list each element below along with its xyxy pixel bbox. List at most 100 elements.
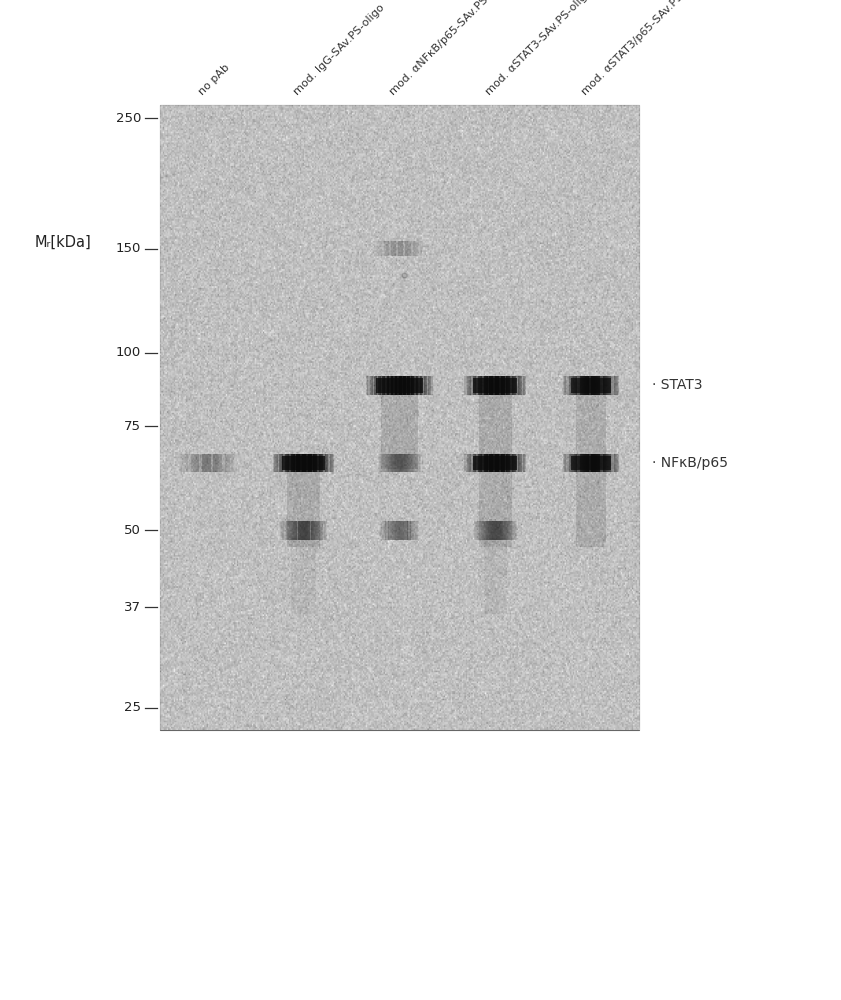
Bar xyxy=(389,241,390,256)
Bar xyxy=(514,454,516,472)
Bar xyxy=(478,376,479,395)
Bar xyxy=(512,376,514,395)
Bar xyxy=(481,521,483,540)
Bar xyxy=(587,454,590,472)
Bar xyxy=(489,521,491,540)
Bar xyxy=(288,521,289,540)
Bar xyxy=(283,521,285,540)
Bar xyxy=(514,521,516,540)
Bar xyxy=(501,521,503,540)
Text: 25: 25 xyxy=(124,701,141,714)
Bar xyxy=(598,454,600,472)
Bar xyxy=(395,376,397,395)
Bar xyxy=(498,521,500,540)
Bar xyxy=(416,241,418,256)
Bar xyxy=(288,454,290,472)
Bar xyxy=(521,454,522,472)
Bar xyxy=(475,454,478,472)
Bar xyxy=(595,376,597,395)
Bar xyxy=(428,376,430,395)
Bar xyxy=(497,454,500,472)
Bar xyxy=(581,454,583,472)
Bar xyxy=(308,521,309,540)
Bar xyxy=(410,376,413,395)
Bar xyxy=(188,454,190,472)
Bar xyxy=(601,376,604,395)
Bar xyxy=(407,521,409,540)
Bar xyxy=(385,521,387,540)
Bar xyxy=(574,454,576,472)
Bar xyxy=(490,521,492,540)
Bar xyxy=(394,454,395,472)
Bar xyxy=(516,454,519,472)
Bar xyxy=(483,454,484,472)
Bar xyxy=(291,521,293,540)
Bar xyxy=(297,521,299,540)
Bar xyxy=(521,454,524,472)
Bar xyxy=(479,470,512,547)
Bar xyxy=(398,241,399,256)
Bar xyxy=(466,376,468,395)
Bar xyxy=(395,241,398,256)
Bar xyxy=(415,454,417,472)
Bar xyxy=(470,454,473,472)
Bar xyxy=(611,376,613,395)
Bar xyxy=(285,454,287,472)
Bar xyxy=(324,454,325,472)
Bar xyxy=(424,376,426,395)
Bar xyxy=(510,521,512,540)
Bar xyxy=(590,454,593,472)
Bar xyxy=(404,376,406,395)
Bar xyxy=(500,521,502,540)
Bar xyxy=(319,454,321,472)
Bar xyxy=(406,454,408,472)
Bar xyxy=(314,454,316,472)
Bar xyxy=(389,454,390,472)
Bar xyxy=(318,521,320,540)
Bar xyxy=(320,521,321,540)
Bar xyxy=(318,454,320,472)
Bar xyxy=(366,376,368,395)
Bar xyxy=(415,521,417,540)
Bar xyxy=(482,521,484,540)
Bar xyxy=(604,376,606,395)
Bar xyxy=(589,454,590,472)
Bar xyxy=(516,521,517,540)
Bar xyxy=(496,521,498,540)
Bar xyxy=(592,454,594,472)
Bar xyxy=(568,454,569,472)
Bar xyxy=(571,454,573,472)
Bar xyxy=(401,521,403,540)
Bar xyxy=(399,376,401,395)
Bar xyxy=(302,454,304,472)
Bar xyxy=(487,521,489,540)
Bar xyxy=(379,454,381,472)
Bar xyxy=(384,454,386,472)
Bar xyxy=(299,521,300,540)
Bar xyxy=(607,376,609,395)
Bar xyxy=(483,521,484,540)
Bar xyxy=(227,454,229,472)
Bar xyxy=(281,454,283,472)
Bar xyxy=(298,454,300,472)
Bar xyxy=(600,376,601,395)
Bar xyxy=(292,521,294,540)
Bar xyxy=(485,521,487,540)
Bar xyxy=(492,454,495,472)
Bar xyxy=(597,454,599,472)
Bar xyxy=(184,454,186,472)
Bar xyxy=(617,454,619,472)
Bar xyxy=(387,521,389,540)
Bar xyxy=(473,521,475,540)
Bar xyxy=(382,376,383,395)
Bar xyxy=(592,376,594,395)
Bar xyxy=(483,376,484,395)
Text: mod. αSTAT3/p65-SAv.PS-oligo: mod. αSTAT3/p65-SAv.PS-oligo xyxy=(580,0,707,97)
Bar xyxy=(416,376,418,395)
Bar xyxy=(381,521,383,540)
Bar xyxy=(513,376,515,395)
Bar xyxy=(286,454,288,472)
Bar xyxy=(414,454,415,472)
Bar xyxy=(615,454,616,472)
Bar xyxy=(564,376,566,395)
